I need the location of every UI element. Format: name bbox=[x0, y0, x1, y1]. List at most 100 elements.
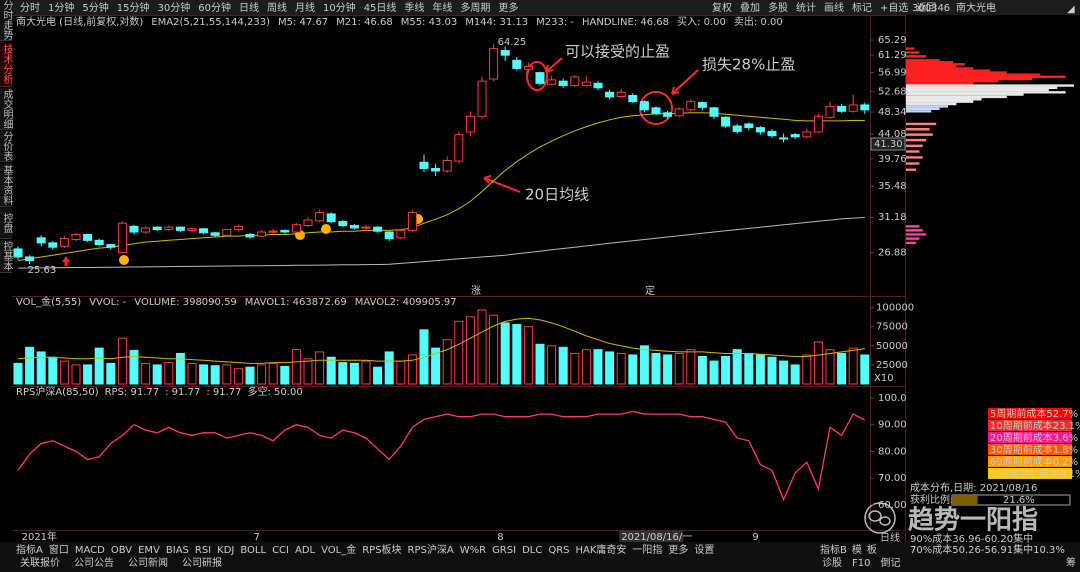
tool-button[interactable]: 标记 bbox=[852, 2, 872, 14]
status-link[interactable]: 公司新闻 bbox=[128, 556, 168, 569]
volume-bar bbox=[663, 354, 673, 385]
candle-body bbox=[442, 159, 452, 172]
period-tab[interactable]: 分时 bbox=[20, 2, 40, 14]
side-tab[interactable]: 分时走势 bbox=[0, 0, 12, 41]
indicator-tab[interactable]: 模 bbox=[852, 544, 862, 556]
indicator-tab[interactable]: RPS板块 bbox=[362, 543, 401, 556]
candle-body bbox=[222, 229, 232, 236]
status-link[interactable]: 公司公告 bbox=[74, 556, 114, 569]
period-tab[interactable]: 10分钟 bbox=[323, 1, 356, 14]
volume-bar bbox=[709, 360, 719, 385]
indicator-tab[interactable]: DLC bbox=[522, 545, 542, 556]
candle-body bbox=[419, 161, 429, 169]
legend-item: VOL_金(5,55) bbox=[16, 295, 81, 308]
status-link[interactable]: F10 bbox=[852, 558, 870, 569]
candle-body bbox=[779, 137, 789, 140]
period-tab[interactable]: 1分钟 bbox=[48, 1, 74, 14]
volume-bar bbox=[210, 365, 220, 385]
candle-body bbox=[164, 226, 174, 231]
period-tab[interactable]: 45日线 bbox=[364, 1, 397, 14]
volume-bar bbox=[431, 347, 441, 385]
side-tab[interactable]: 技术分析 bbox=[0, 42, 12, 87]
legend-item: M144: 31.13 bbox=[465, 17, 528, 28]
corner-icon[interactable]: ◢ bbox=[1067, 4, 1075, 15]
volume-bar bbox=[233, 368, 243, 385]
period-tab[interactable]: 5分钟 bbox=[82, 1, 108, 14]
indicator-tab[interactable]: 更多 bbox=[668, 543, 688, 556]
tool-button[interactable]: 返回 bbox=[916, 2, 936, 14]
y-tick-label: 65.29 bbox=[878, 35, 907, 46]
period-tab[interactable]: 年线 bbox=[432, 1, 452, 14]
candle-body bbox=[477, 80, 487, 117]
tool-button[interactable]: 复权 bbox=[712, 1, 732, 14]
period-tab[interactable]: 30分钟 bbox=[157, 1, 190, 14]
indicator-tab[interactable]: KDJ bbox=[217, 545, 234, 556]
side-corner[interactable]: 筹 bbox=[1066, 556, 1076, 569]
indicator-tab[interactable]: GRSI bbox=[492, 545, 516, 556]
indicator-tab[interactable]: HAK庸奇安 bbox=[576, 543, 627, 556]
indicator-tab[interactable]: 窗口 bbox=[49, 543, 69, 556]
tool-button[interactable]: 统计 bbox=[796, 1, 816, 14]
status-link[interactable]: 倒记 bbox=[880, 557, 900, 569]
side-tab[interactable]: 控盘 bbox=[0, 208, 12, 239]
indicator-tab[interactable]: BOLL bbox=[240, 545, 266, 556]
indicator-tab[interactable]: ADL bbox=[295, 545, 316, 556]
side-tab[interactable]: 分价表 bbox=[0, 131, 12, 162]
period-tab[interactable]: 季线 bbox=[404, 1, 424, 14]
y-tick-label: 80.00 bbox=[878, 446, 907, 457]
volume-bar bbox=[164, 362, 174, 385]
watermark: 趋势一阳指 bbox=[908, 506, 1038, 536]
candle-body bbox=[384, 231, 394, 240]
status-link[interactable]: 诊股 bbox=[822, 556, 842, 569]
side-tab[interactable]: 控基本 bbox=[0, 240, 12, 273]
candle-body bbox=[303, 219, 313, 227]
period-tab[interactable]: 60分钟 bbox=[198, 1, 231, 14]
cursor-box bbox=[870, 137, 906, 151]
legend-item: VVOL: - bbox=[89, 297, 126, 308]
legend-item: M55: 43.03 bbox=[401, 17, 458, 28]
period-tab[interactable]: 多周期 bbox=[460, 1, 490, 14]
indicator-tab[interactable]: CCI bbox=[272, 545, 289, 556]
indicator-tab[interactable]: W%R bbox=[460, 545, 486, 556]
indicator-tab[interactable]: 设置 bbox=[694, 544, 714, 556]
tool-button[interactable]: 画线 bbox=[824, 1, 844, 14]
candle-body bbox=[117, 222, 127, 253]
indicator-tab[interactable]: VOL_金 bbox=[321, 543, 356, 556]
indicator-tab[interactable]: EMV bbox=[138, 545, 160, 556]
indicator-tab[interactable]: 一阳指 bbox=[632, 543, 662, 556]
side-tab[interactable]: 基本资料 bbox=[0, 163, 12, 207]
side-tab[interactable]: 成交明细 bbox=[0, 88, 12, 130]
indicator-tab[interactable]: 板 bbox=[867, 543, 877, 556]
cursor-price: 41.30 bbox=[874, 139, 903, 150]
status-link[interactable]: 公司研报 bbox=[182, 556, 222, 569]
candle-body bbox=[280, 229, 290, 233]
indicator-tab[interactable]: OBV bbox=[111, 545, 132, 556]
indicator-tab[interactable]: BIAS bbox=[166, 545, 189, 556]
y-tick-label: 50000 bbox=[876, 341, 908, 352]
candle-body bbox=[755, 127, 765, 133]
candle-body bbox=[175, 226, 185, 231]
tool-button[interactable]: 叠加 bbox=[740, 2, 760, 14]
period-tab[interactable]: 更多 bbox=[498, 1, 518, 14]
period-tab[interactable]: 周线 bbox=[267, 1, 287, 14]
indicator-tab[interactable]: RPS沪深A bbox=[408, 543, 454, 556]
volume-bar bbox=[489, 314, 499, 385]
status-link[interactable]: 关联报价 bbox=[20, 556, 60, 569]
panel-borders bbox=[12, 15, 906, 542]
period-tab[interactable]: 15分钟 bbox=[117, 1, 150, 14]
period-tab[interactable]: 月线 bbox=[295, 1, 315, 14]
volume-bar bbox=[570, 352, 580, 385]
tool-button[interactable]: +自选 bbox=[880, 1, 908, 14]
chip-legend-item: 5周期前成本52.7% bbox=[990, 407, 1078, 420]
period-tab[interactable]: 日线 bbox=[239, 1, 259, 14]
tool-button[interactable]: 多股 bbox=[768, 1, 788, 14]
x-tick-label: 7 bbox=[254, 532, 260, 543]
indicator-tab[interactable]: QRS bbox=[548, 545, 569, 556]
indicator-tab[interactable]: 指标B bbox=[820, 543, 847, 556]
indicator-tab[interactable]: RSI bbox=[195, 545, 211, 556]
volume-bar bbox=[222, 364, 232, 385]
indicator-tab[interactable]: 指标A bbox=[16, 543, 43, 556]
indicator-tab[interactable]: MACD bbox=[75, 545, 105, 556]
volume-bar bbox=[94, 347, 104, 385]
legend-item: M5: 47.67 bbox=[278, 17, 328, 28]
